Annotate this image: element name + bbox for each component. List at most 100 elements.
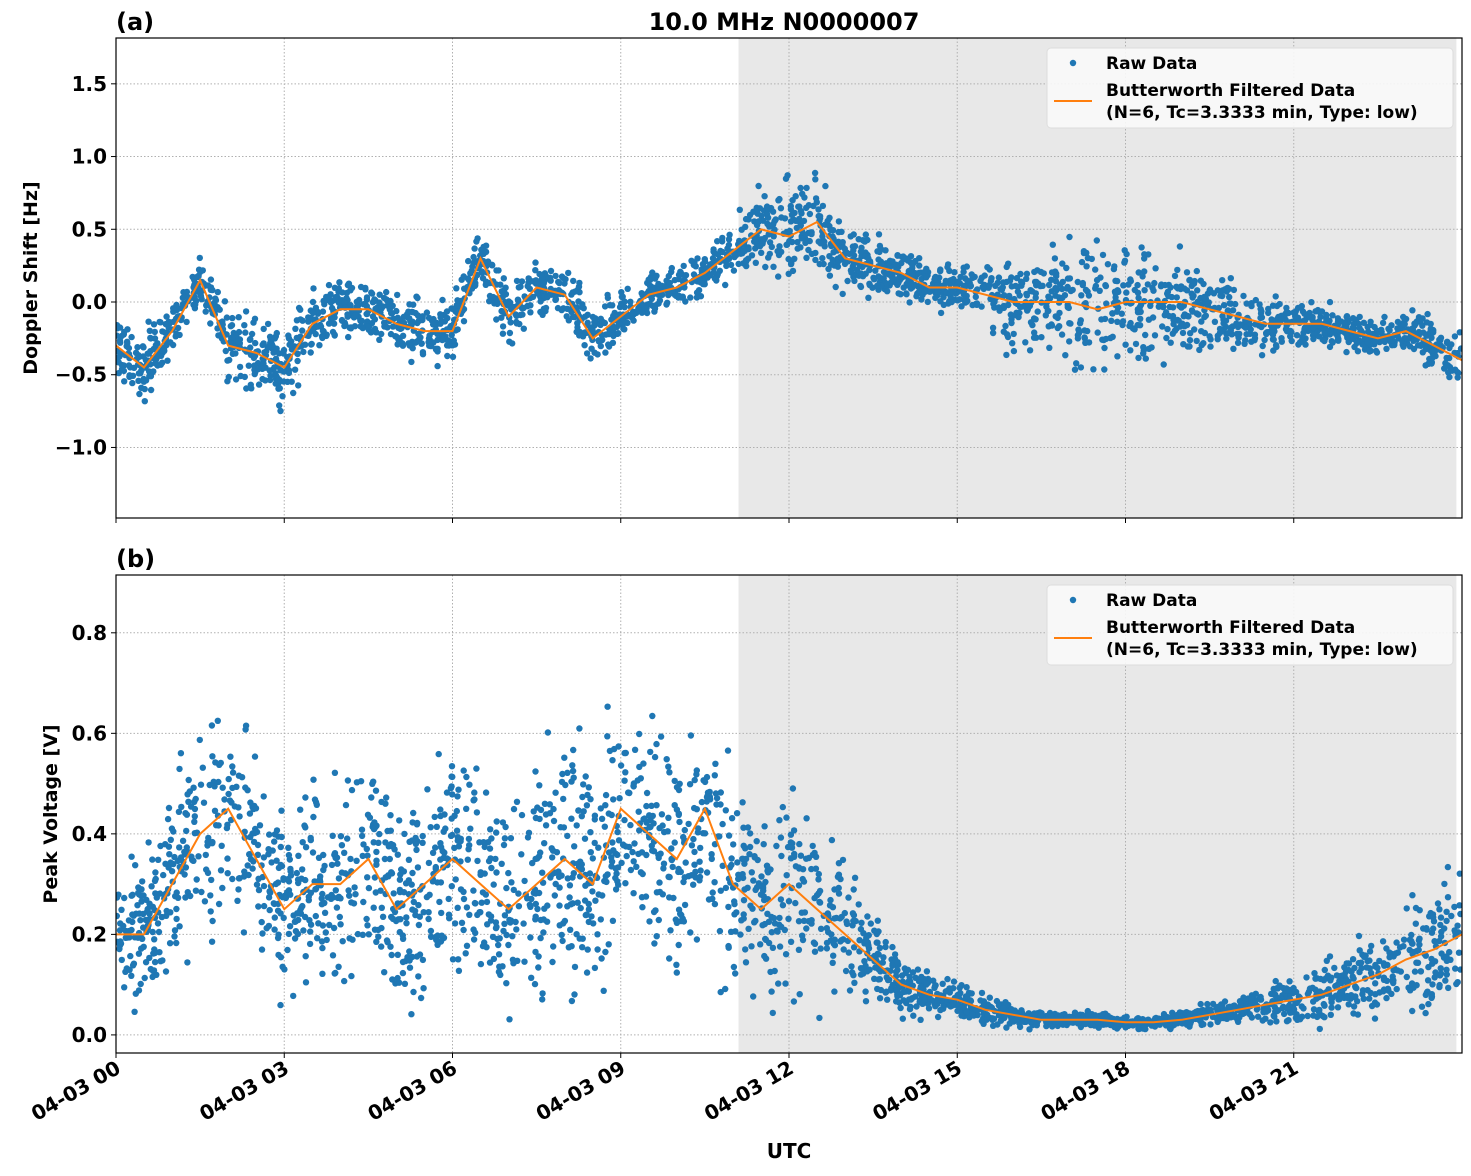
raw-data-point	[487, 826, 493, 832]
raw-data-point	[569, 762, 575, 768]
raw-data-point	[410, 810, 416, 816]
raw-data-point	[1172, 273, 1178, 279]
raw-data-point	[559, 938, 565, 944]
raw-data-point	[1011, 348, 1017, 354]
raw-data-point	[394, 341, 400, 347]
raw-data-point	[313, 886, 319, 892]
raw-data-point	[630, 890, 636, 896]
raw-data-point	[552, 892, 558, 898]
raw-data-point	[889, 258, 895, 264]
raw-data-point	[1215, 333, 1221, 339]
raw-data-point	[319, 945, 325, 951]
raw-data-point	[1271, 337, 1277, 343]
raw-data-point	[1127, 347, 1133, 353]
raw-data-point	[243, 723, 249, 729]
raw-data-point	[1374, 965, 1380, 971]
raw-data-point	[1024, 271, 1030, 277]
raw-data-point	[1275, 1007, 1281, 1013]
raw-data-point	[360, 899, 366, 905]
raw-data-point	[178, 750, 184, 756]
raw-data-point	[155, 857, 161, 863]
raw-data-point	[1178, 283, 1184, 289]
raw-data-point	[322, 910, 328, 916]
raw-data-point	[1252, 335, 1258, 341]
raw-data-point	[676, 942, 682, 948]
raw-data-point	[1150, 314, 1156, 320]
raw-data-point	[334, 861, 340, 867]
raw-data-point	[333, 887, 339, 893]
raw-data-point	[602, 349, 608, 355]
raw-data-point	[1356, 933, 1362, 939]
raw-data-point	[390, 843, 396, 849]
raw-data-point	[493, 316, 499, 322]
raw-data-point	[1428, 360, 1434, 366]
y-tick-label: 0.5	[72, 217, 107, 241]
raw-data-point	[737, 207, 743, 213]
raw-data-point	[252, 340, 258, 346]
raw-data-point	[564, 770, 570, 776]
raw-data-point	[360, 325, 366, 331]
raw-data-point	[704, 869, 710, 875]
raw-data-point	[786, 898, 792, 904]
raw-data-point	[909, 284, 915, 290]
raw-data-point	[424, 786, 430, 792]
raw-data-point	[745, 824, 751, 830]
raw-data-point	[1066, 338, 1072, 344]
raw-data-point	[863, 998, 869, 1004]
raw-data-point	[850, 247, 856, 253]
raw-data-point	[245, 862, 251, 868]
raw-data-point	[1009, 340, 1015, 346]
raw-data-point	[788, 261, 794, 267]
raw-data-point	[145, 319, 151, 325]
raw-data-point	[616, 837, 622, 843]
raw-data-point	[247, 337, 253, 343]
raw-data-point	[341, 850, 347, 856]
raw-data-point	[772, 968, 778, 974]
raw-data-point	[903, 291, 909, 297]
raw-data-point	[419, 315, 425, 321]
raw-data-point	[799, 191, 805, 197]
raw-data-point	[216, 901, 222, 907]
raw-data-point	[451, 845, 457, 851]
legend-raw-label: Raw Data	[1106, 54, 1197, 74]
raw-data-point	[1008, 274, 1014, 280]
raw-data-point	[579, 944, 585, 950]
y-tick-label: 1.5	[72, 72, 107, 96]
raw-data-point	[471, 245, 477, 251]
raw-data-point	[884, 974, 890, 980]
raw-data-point	[373, 862, 379, 868]
raw-data-point	[1389, 977, 1395, 983]
y-tick-label: 0.0	[72, 290, 107, 314]
raw-data-point	[1449, 368, 1455, 374]
raw-data-point	[1341, 978, 1347, 984]
raw-data-point	[697, 867, 703, 873]
raw-data-point	[963, 984, 969, 990]
raw-data-point	[621, 298, 627, 304]
raw-data-point	[132, 862, 138, 868]
raw-data-point	[742, 224, 748, 230]
raw-data-point	[835, 874, 841, 880]
raw-data-point	[1443, 918, 1449, 924]
raw-data-point	[463, 950, 469, 956]
raw-data-point	[173, 940, 179, 946]
raw-data-point	[625, 286, 631, 292]
raw-data-point	[209, 918, 215, 924]
raw-data-point	[567, 927, 573, 933]
raw-data-point	[1084, 328, 1090, 334]
raw-data-point	[152, 878, 158, 884]
raw-data-point	[539, 274, 545, 280]
raw-data-point	[1257, 306, 1263, 312]
raw-data-point	[622, 769, 628, 775]
raw-data-point	[676, 819, 682, 825]
raw-data-point	[888, 279, 894, 285]
raw-data-point	[1142, 332, 1148, 338]
raw-data-point	[167, 940, 173, 946]
raw-data-point	[465, 846, 471, 852]
raw-data-point	[797, 185, 803, 191]
raw-data-point	[1311, 970, 1317, 976]
raw-data-point	[689, 842, 695, 848]
raw-data-point	[229, 876, 235, 882]
raw-data-point	[345, 334, 351, 340]
raw-data-point	[252, 316, 258, 322]
raw-data-point	[977, 278, 983, 284]
